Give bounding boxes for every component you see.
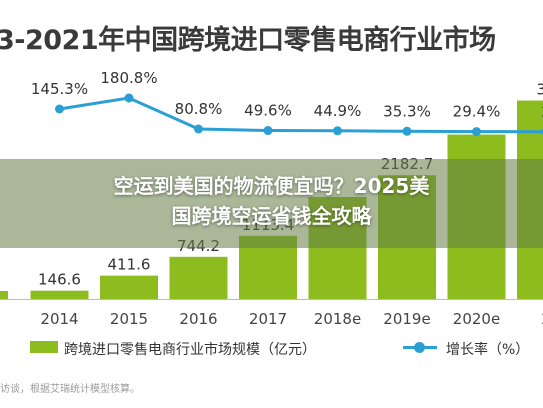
growth-rate-point	[194, 124, 203, 134]
x-tick-label: 2017	[249, 310, 287, 328]
growth-rate-point	[402, 126, 412, 136]
x-tick-label: 2015	[110, 310, 148, 328]
legend-line-marker	[414, 342, 425, 353]
growth-rate-label: 145.3%	[31, 80, 88, 98]
growth-rate-point	[263, 126, 273, 136]
x-tick-label: 2	[541, 310, 543, 328]
bar-value-label: 146.6	[38, 271, 81, 289]
x-tick-label: 2014	[40, 310, 78, 328]
growth-rate-point	[55, 104, 64, 114]
chart-title: 3-2021年中国跨境进口零售电商行业市场	[0, 25, 496, 56]
growth-rate-label: 49.6%	[244, 102, 292, 120]
growth-rate-label: 44.9%	[314, 102, 362, 120]
bar	[30, 290, 89, 299]
growth-rate-label: 35.3%	[383, 102, 431, 120]
bar-value-label: 35	[536, 81, 543, 99]
legend-bar-label: 跨境进口零售电商行业市场规模（亿元）	[64, 342, 316, 358]
x-tick-label: 2020e	[453, 310, 500, 328]
growth-rate-label: 80.8%	[175, 100, 223, 118]
x-tick-label: 2019e	[383, 310, 430, 328]
bar	[169, 256, 228, 299]
growth-rate-point	[124, 93, 134, 103]
legend-bar-swatch	[30, 341, 58, 353]
growth-rate-point	[472, 127, 481, 137]
bar	[0, 291, 8, 299]
banner-headline[interactable]: 空运到美国的物流便宜吗？2025美 国跨境空运省钱全攻略	[0, 171, 543, 231]
x-tick-label: 2018e	[314, 310, 361, 328]
bar-value-label: 411.6	[108, 256, 151, 274]
growth-rate-label: 29.4%	[453, 103, 501, 121]
banner-line-2: 国跨境空运省钱全攻略	[171, 204, 372, 228]
overlay-banner[interactable]	[0, 159, 543, 248]
x-tick-label: 2016	[179, 310, 217, 328]
growth-rate-label: 180.8%	[100, 69, 157, 87]
growth-rate-label: 2	[541, 103, 543, 121]
source-note: 访谈，根据艾瑞统计模型核算。	[0, 384, 140, 395]
banner-line-1: 空运到美国的物流便宜吗？2025美	[113, 174, 430, 198]
legend-line-label: 增长率（%）	[446, 342, 530, 358]
growth-rate-point	[333, 126, 342, 136]
bar	[100, 275, 158, 299]
